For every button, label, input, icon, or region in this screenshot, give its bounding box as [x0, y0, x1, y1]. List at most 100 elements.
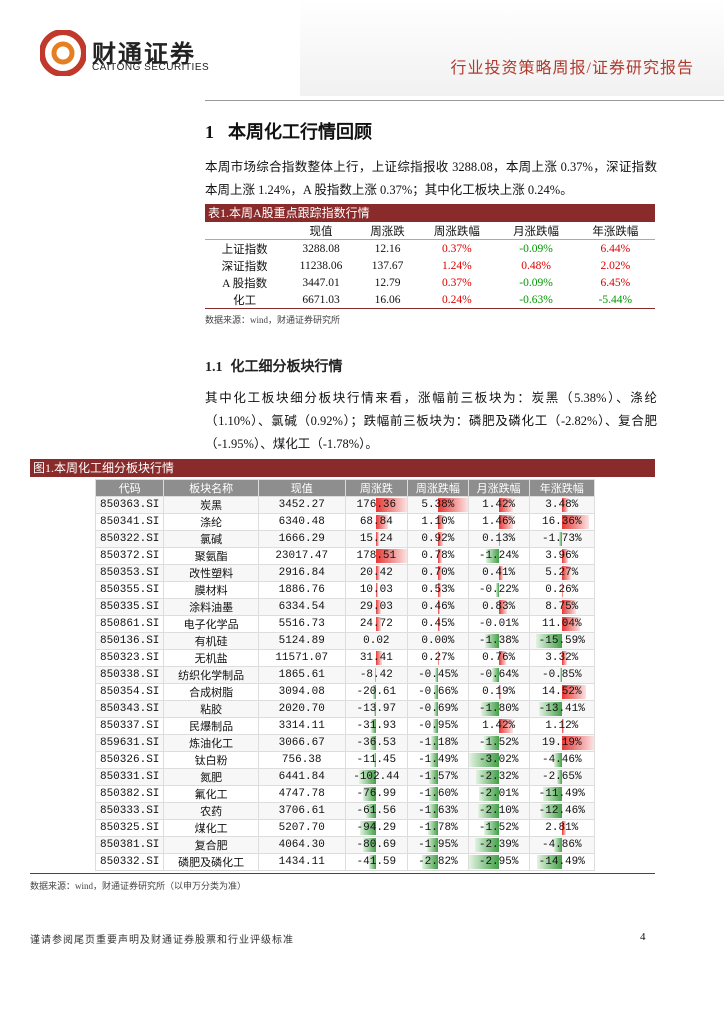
cell: 6671.03 [284, 291, 358, 309]
cell-text: 850338.SI [99, 669, 160, 681]
cell: 850343.SI [94, 700, 165, 718]
cell: 20.42 [344, 564, 408, 582]
cell-text: -36.53 [356, 737, 397, 749]
data-bar [553, 838, 562, 852]
cell: -0.01% [467, 615, 530, 633]
cell-text: 850331.SI [99, 771, 160, 783]
paragraph: 其中化工板块细分板块行情来看，涨幅前三板块为：炭黑（5.38%）、涤纶（1.10… [205, 391, 657, 451]
cell: 850355.SI [94, 581, 165, 599]
cell-text: 3.32% [545, 652, 579, 664]
data-bar [437, 600, 441, 614]
cell: 0.83% [467, 598, 530, 616]
cell: 改性塑料 [163, 564, 259, 582]
data-bar [561, 651, 568, 665]
cell: -2.65% [528, 768, 596, 786]
data-bar [370, 719, 377, 733]
cell-text: 1.10% [421, 516, 455, 528]
cell: 850372.SI [94, 547, 165, 565]
data-bar [422, 855, 438, 869]
data-bar [475, 770, 499, 784]
cell: 1666.29 [257, 530, 346, 548]
logo-icon [40, 30, 86, 76]
cell: 0.53% [406, 581, 469, 599]
cell-text: 850337.SI [99, 720, 160, 732]
cell-text: 850355.SI [99, 584, 160, 596]
cell-text: -1.73% [541, 533, 582, 545]
row: 850323.SI 无机盐 11571.07 31.41 0.27% 0.76% 3.32% [94, 649, 596, 667]
cell-text: 850326.SI [99, 754, 160, 766]
cell: -1.63% [406, 802, 469, 820]
row: 850337.SI 民爆制品 3314.11 -31.93 -0.95% 1.42% 1.1… [94, 717, 596, 735]
cell: 137.67 [371, 259, 404, 272]
cell-text: 农药 [200, 805, 223, 818]
cell: 31.41 [344, 649, 408, 667]
cell: -2.01% [467, 785, 530, 803]
cell-text: -1.63% [418, 805, 458, 817]
cell: 氮肥 [163, 768, 259, 786]
cell: 0.19% [467, 683, 530, 701]
cell-text: 16.36% [541, 516, 582, 528]
cell-text: 1886.76 [278, 584, 325, 596]
cell: 电子化学品 [163, 615, 259, 633]
cell: 6441.84 [257, 768, 346, 786]
cell: 膜材料 [163, 581, 259, 599]
cell: -31.93 [344, 717, 408, 735]
data-bar [358, 770, 377, 784]
data-bar [363, 787, 377, 801]
cell: -2.39% [467, 836, 530, 854]
cell-text: 粘胶 [200, 703, 223, 716]
cell-text: 8.75% [545, 601, 579, 613]
cell-text: 氮肥 [200, 771, 223, 784]
logo-subtext: CAITONG SECURITIES [92, 62, 210, 73]
cell-text: 850861.SI [99, 618, 160, 630]
cell-text: 15.24 [359, 533, 393, 545]
data-bar [478, 787, 499, 801]
cell: 2.02% [600, 259, 631, 272]
subsection-title: 化工细分板块行情 [230, 360, 343, 375]
cell-text: 0.27% [421, 652, 455, 664]
data-bar [561, 549, 569, 563]
cell: -11.45 [344, 751, 408, 769]
cell-text: 炼油化工 [189, 737, 234, 750]
cell-text: -0.01% [478, 618, 519, 630]
cell: 炼油化工 [163, 734, 259, 752]
data-bar [376, 549, 407, 563]
cell: 850325.SI [94, 819, 165, 837]
cell: 15.24 [344, 530, 408, 548]
row: 850353.SI 改性塑料 2916.84 20.42 0.70% 0.41% 5.27% [94, 564, 596, 582]
data-bar [468, 753, 499, 767]
cell: 29.03 [344, 598, 408, 616]
cell: -1.38% [467, 632, 530, 650]
cell-text: 10.03 [359, 584, 393, 596]
cell-text: 3066.67 [278, 737, 325, 749]
cell-text: -1.38% [478, 635, 519, 647]
data-bar [557, 770, 562, 784]
data-bar [561, 600, 577, 614]
cell-text: 0.41% [482, 567, 516, 579]
cell: 3.32% [528, 649, 596, 667]
cell-text: -2.65% [541, 771, 582, 783]
cell-text: 复合肥 [194, 839, 228, 852]
source-note: 数据来源：wind，财通证券研究所（以申万分类为准） [30, 881, 247, 891]
cell: -0.09% [519, 276, 553, 289]
cell: -1.52% [467, 734, 530, 752]
cell: 5516.73 [257, 615, 346, 633]
cell: -2.32% [467, 768, 530, 786]
cell-text: -13.41% [538, 703, 585, 715]
row: 深证指数 11238.06 137.67 1.24% 0.48% 2.02% [205, 257, 655, 274]
cell-text: 850343.SI [99, 703, 160, 715]
cell: 农药 [163, 802, 259, 820]
cell: 0.48% [521, 259, 551, 272]
cell-text: 19.19% [541, 737, 582, 749]
data-bar [498, 651, 507, 665]
data-bar [477, 804, 499, 818]
cell: 850136.SI [94, 632, 165, 650]
cell-text: 煤化工 [194, 822, 228, 835]
cell: -1.24% [467, 547, 530, 565]
row: 850338.SI 纺织化学制品 1865.61 -8.42 -0.45% -0.64% -… [94, 666, 596, 684]
cell: 3314.11 [257, 717, 346, 735]
cell-text: 炭黑 [200, 499, 223, 512]
cell: 4064.30 [257, 836, 346, 854]
cell: 850861.SI [94, 615, 165, 633]
cell-text: 涂料油墨 [189, 601, 234, 614]
